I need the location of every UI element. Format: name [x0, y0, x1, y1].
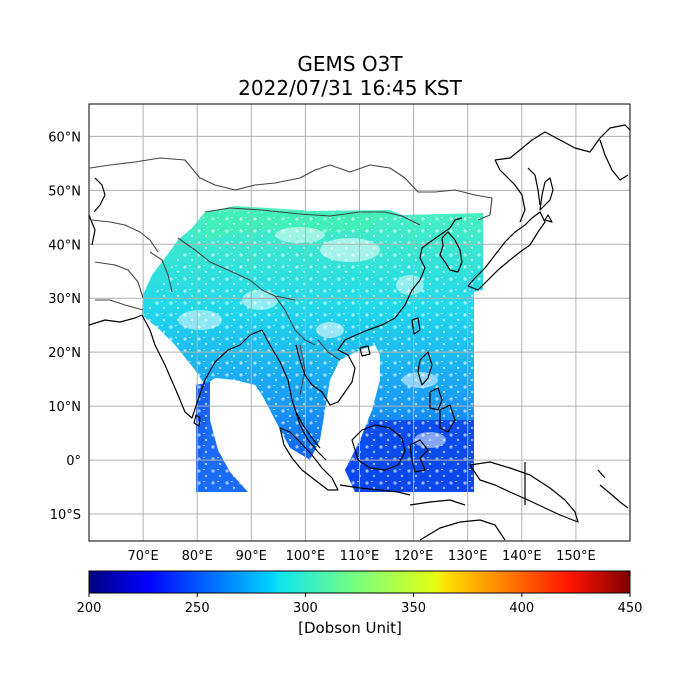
- title-line-datetime: 2022/07/31 16:45 KST: [238, 76, 462, 100]
- country-borders: [89, 157, 493, 396]
- coastlines: [89, 124, 630, 541]
- colorbar-tick-label: 200: [77, 601, 102, 616]
- lat-tick-label: 30°N: [48, 292, 81, 307]
- map-frame: [88, 103, 631, 542]
- colorbar-tick-label: 450: [618, 601, 643, 616]
- lon-tick-label: 110°E: [340, 549, 380, 564]
- lon-tick-label: 100°E: [286, 549, 326, 564]
- lon-tick-label: 80°E: [182, 549, 213, 564]
- lat-tick-label: 0°: [66, 454, 81, 469]
- lat-tick-label: 10°N: [48, 400, 81, 415]
- colorbar-label: [Dobson Unit]: [298, 619, 402, 637]
- latitude-tick-labels: 60°N 50°N 40°N 30°N 20°N 10°N 0° 10°S: [48, 130, 81, 523]
- colorbar-ticks: 200 250 300 350 400 450: [77, 593, 643, 616]
- lon-tick-label: 130°E: [448, 549, 488, 564]
- longitude-tick-labels: 70°E 80°E 90°E 100°E 110°E 120°E 130°E 140°E 150…: [127, 549, 595, 564]
- colorbar: 200 250 300 350 400 450: [77, 570, 643, 616]
- map-gridlines: [89, 104, 630, 541]
- colorbar-tick-label: 250: [185, 601, 210, 616]
- lon-tick-label: 150°E: [556, 549, 596, 564]
- lon-tick-label: 90°E: [236, 549, 267, 564]
- colorbar-tick-label: 350: [401, 601, 426, 616]
- lat-tick-label: 40°N: [48, 238, 81, 253]
- lat-tick-label: 60°N: [48, 130, 81, 145]
- lon-tick-label: 70°E: [127, 549, 158, 564]
- lat-tick-label: 20°N: [48, 346, 81, 361]
- lon-tick-label: 140°E: [502, 549, 542, 564]
- lat-tick-label: 10°S: [50, 508, 81, 523]
- colorbar-tick-label: 400: [509, 601, 534, 616]
- colorbar-gradient: [88, 570, 631, 594]
- figure-title: GEMS O3T 2022/07/31 16:45 KST: [0, 52, 700, 100]
- colorbar-tick-label: 300: [293, 601, 318, 616]
- lon-tick-label: 120°E: [394, 549, 434, 564]
- lat-tick-label: 50°N: [48, 184, 81, 199]
- title-line-product: GEMS O3T: [297, 52, 403, 76]
